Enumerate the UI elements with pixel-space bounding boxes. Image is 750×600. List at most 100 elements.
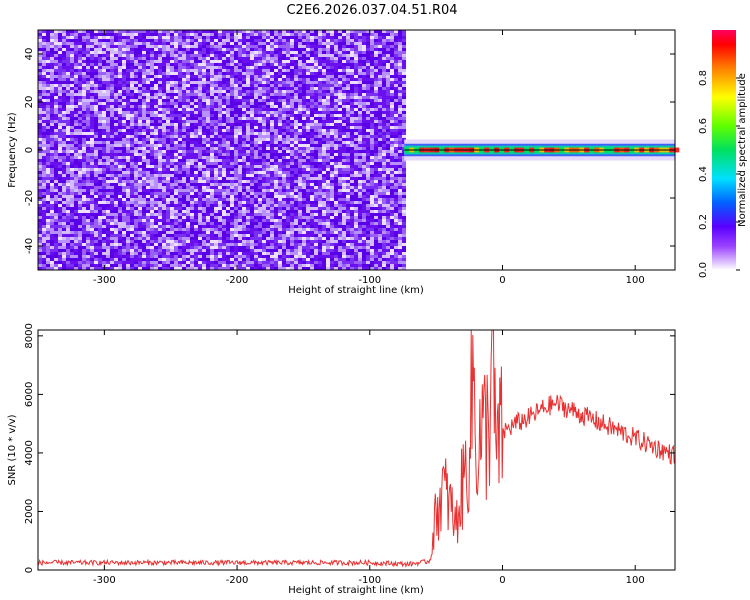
noise-cell [110,168,114,171]
noise-cell [90,72,94,75]
noise-cell [134,54,138,57]
noise-cell [158,192,162,195]
noise-cell [286,126,290,129]
noise-cell [274,162,278,165]
noise-cell [198,150,202,153]
noise-cell [282,195,286,198]
noise-cell [106,72,110,75]
noise-cell [246,84,250,87]
noise-cell [42,174,46,177]
noise-cell [278,105,282,108]
noise-cell [82,246,86,249]
noise-cell [62,171,66,174]
noise-cell [266,216,270,219]
noise-cell [122,264,126,267]
noise-cell [246,207,250,210]
noise-cell [270,123,274,126]
noise-cell [70,258,74,261]
noise-cell [82,237,86,240]
noise-cell [134,222,138,225]
noise-cell [54,120,58,123]
noise-cell [98,99,102,102]
noise-cell [142,186,146,189]
noise-cell [46,123,50,126]
noise-cell [210,33,214,36]
noise-cell [178,135,182,138]
noise-cell [102,165,106,168]
noise-cell [106,183,110,186]
noise-cell [78,192,82,195]
noise-cell [166,111,170,114]
noise-cell [190,234,194,237]
noise-cell [50,123,54,126]
noise-cell [254,192,258,195]
noise-cell [86,90,90,93]
noise-cell [46,117,50,120]
noise-cell [70,180,74,183]
noise-cell [206,87,210,90]
noise-cell [50,84,54,87]
noise-cell [58,159,62,162]
noise-cell [126,54,130,57]
noise-cell [278,180,282,183]
noise-cell [54,249,58,252]
noise-cell [278,126,282,129]
noise-cell [74,138,78,141]
noise-cell [202,207,206,210]
noise-cell [158,240,162,243]
noise-cell [274,117,278,120]
noise-cell [118,111,122,114]
noise-cell [242,72,246,75]
noise-cell [250,246,254,249]
noise-cell [218,57,222,60]
noise-cell [198,60,202,63]
noise-cell [250,129,254,132]
noise-cell [98,183,102,186]
noise-cell [194,135,198,138]
noise-cell [106,225,110,228]
noise-cell [114,69,118,72]
noise-cell [42,141,46,144]
noise-cell [106,204,110,207]
noise-cell [230,195,234,198]
noise-cell [126,174,130,177]
noise-cell [206,186,210,189]
noise-cell [134,180,138,183]
noise-cell [102,138,106,141]
noise-cell [130,267,134,270]
noise-cell [58,201,62,204]
noise-cell [170,186,174,189]
noise-cell [238,156,242,159]
noise-cell [182,39,186,42]
noise-cell [142,180,146,183]
noise-cell [150,36,154,39]
noise-cell [138,72,142,75]
noise-cell [254,129,258,132]
noise-cell [174,93,178,96]
noise-cell [250,120,254,123]
noise-cell [246,141,250,144]
noise-cell [230,117,234,120]
noise-cell [102,219,106,222]
noise-cell [74,78,78,81]
noise-cell [222,216,226,219]
noise-cell [266,120,270,123]
noise-cell [258,228,262,231]
noise-cell [86,219,90,222]
noise-cell [222,249,226,252]
noise-cell [102,228,106,231]
noise-cell [42,267,46,270]
noise-cell [178,186,182,189]
noise-cell [158,183,162,186]
noise-cell [206,267,210,270]
noise-cell [198,168,202,171]
noise-cell [66,66,70,69]
noise-cell [82,240,86,243]
noise-cell [130,264,134,267]
noise-cell [166,150,170,153]
noise-cell [134,195,138,198]
noise-cell [70,231,74,234]
noise-cell [62,180,66,183]
noise-cell [170,258,174,261]
noise-cell [162,39,166,42]
